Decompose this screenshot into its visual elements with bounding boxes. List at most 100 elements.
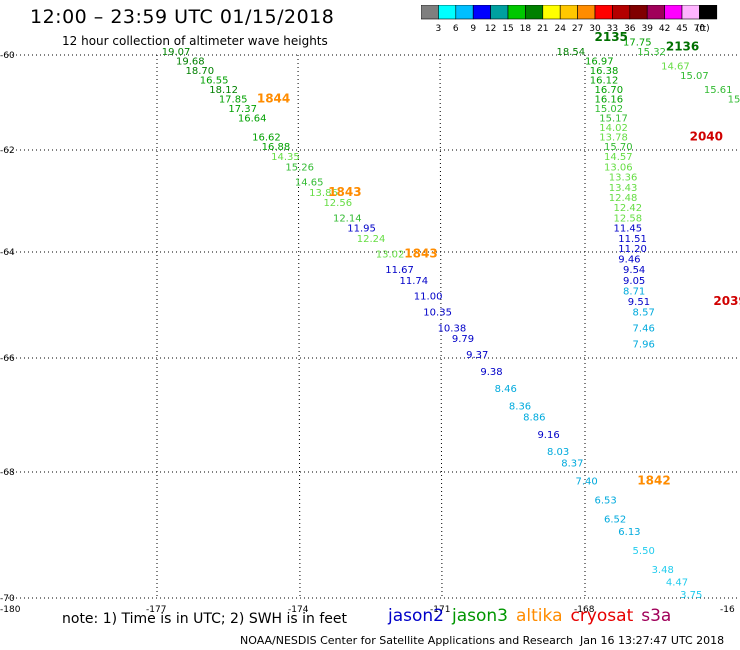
wave-height-point: 9.54: [623, 265, 645, 276]
wave-height-point: 7.96: [633, 339, 655, 350]
wave-height-point: 10.35: [423, 308, 452, 319]
wave-height-point: 13.02: [376, 249, 405, 260]
latitude-tick-label: -70: [0, 594, 15, 604]
wave-height-point: 14.35: [271, 152, 300, 163]
wave-height-point: 8.36: [509, 401, 531, 412]
wave-height-point: 11.20: [618, 244, 647, 255]
wave-height-point: 15.61: [704, 85, 733, 96]
colorbar-unit: (ft): [696, 24, 710, 34]
wave-height-point: 11.95: [347, 224, 376, 235]
pass-time-label: 2136: [666, 39, 699, 53]
wave-height-point: 13.78: [599, 133, 628, 144]
longitude-tick-label: -180: [0, 605, 21, 612]
pass-time-label: 1844: [257, 92, 290, 106]
footer-source: NOAA/NESDIS Center for Satellite Applica…: [240, 634, 574, 647]
wave-height-point: 16.62: [252, 133, 281, 144]
legend-entry-s3a: s3a: [641, 606, 672, 626]
wave-height-point: 3.48: [652, 565, 674, 576]
wave-height-point: 12.24: [357, 234, 386, 245]
wave-height-point: 12.56: [323, 198, 352, 209]
longitude-tick-label: -177: [146, 605, 166, 612]
wave-height-point: 6.13: [618, 527, 640, 538]
wave-height-point: 9.38: [480, 367, 502, 378]
colorbar-tick-label: 45: [676, 24, 687, 34]
pass-time-label: 1842: [637, 474, 670, 488]
wave-height-point: 13.06: [604, 162, 633, 173]
legend-entry-altika: altika: [516, 606, 563, 626]
satellite-legend: jason2 jason3 altika cryosat s3a: [388, 606, 679, 626]
colorbar-tick-label: 18: [520, 24, 532, 34]
wave-height-point: 12.14: [333, 213, 362, 224]
colorbar-tick-label: 6: [453, 24, 459, 34]
wave-height-point: 5.50: [633, 546, 655, 557]
wave-height-point: 8.71: [623, 286, 645, 297]
colorbar-tick-label: 70: [694, 24, 706, 34]
colorbar-tick-label: 15: [502, 24, 513, 34]
wave-height-point: 8.57: [633, 308, 655, 319]
legend-entry-jason2: jason2: [388, 606, 444, 626]
wave-height-point: 17.75: [623, 38, 652, 49]
wave-height-point: 11.74: [400, 276, 429, 287]
longitude-tick-label: -168: [574, 605, 595, 612]
map-grid: [8, 54, 740, 599]
wave-height-point: 15.17: [599, 114, 628, 125]
colorbar-tick-label: 39: [641, 24, 653, 34]
wave-height-point: 10.38: [438, 324, 467, 335]
wave-height-point: 8.37: [561, 458, 583, 469]
wave-height-point: 16.70: [595, 85, 624, 96]
wave-height-point: 13.86: [309, 188, 338, 199]
colorbar-tick-label: 36: [624, 24, 636, 34]
wave-height-point: 18.54: [556, 47, 585, 58]
pass-time-label: 1843: [404, 246, 437, 260]
wave-height-point: 14.67: [661, 61, 690, 72]
longitude-tick-label: -16: [720, 605, 735, 612]
latitude-tick-label: -64: [0, 248, 15, 258]
colorbar-tick-label: 33: [607, 24, 618, 34]
legend-entry-jason3: jason3: [452, 606, 508, 626]
wave-height-point: 12.58: [614, 213, 643, 224]
wave-height-map: -60-62-64-66-68-70 -180 -177 -174 -171 -168-…: [0, 30, 740, 612]
pass-time-label: 1843: [328, 185, 361, 199]
footnote: note: 1) Time is in UTC; 2) SWH is in fe…: [62, 611, 348, 627]
longitude-gridline: [297, 54, 301, 599]
page-subtitle: 12 hour collection of altimeter wave hei…: [62, 34, 328, 48]
wave-height-point: 7.46: [633, 324, 655, 335]
wave-height-point: 12.48: [609, 193, 638, 204]
wave-height-point: 9.37: [466, 350, 488, 361]
wave-height-point: 16.16: [595, 95, 624, 106]
wave-height-point: 17.85: [219, 95, 248, 106]
pass-time-label: 2039: [713, 294, 740, 308]
wave-height-point: 9.05: [623, 276, 645, 287]
wave-height-point: 15.32: [637, 47, 666, 58]
wave-height-point: 16.38: [590, 66, 619, 77]
wave-height-point: 16.55: [200, 76, 229, 87]
wave-height-point: 16.88: [262, 142, 291, 153]
wave-height-values: 19.0719.6818.7016.5518.1217.8517.3716.64…: [162, 38, 740, 601]
wave-height-point: 11.45: [614, 224, 643, 235]
wave-height-point: 8.46: [495, 384, 517, 395]
wave-height-point: 15.07: [680, 71, 709, 82]
colorbar-tick-label: 30: [589, 24, 601, 34]
wave-height-point: 12.42: [614, 203, 643, 214]
pass-time-labels: 1844184318431842184121352136204020392038: [257, 30, 740, 488]
colorbar: 3 6 9 12 15 18 21 24 27 30 33 36 39 42 45 70(ft): [421, 5, 718, 34]
wave-height-point: 11.67: [385, 265, 414, 276]
wave-height-point: 16.97: [585, 57, 614, 68]
wave-height-point: 11.51: [618, 234, 647, 245]
longitude-tick-label: -174: [288, 605, 309, 612]
latitude-labels: -60 -62 -64 -66 -68 -70: [0, 51, 15, 604]
colorbar-tick-label: 9: [470, 24, 476, 34]
wave-height-point: 8.03: [547, 447, 569, 458]
wave-height-point: 14.65: [295, 178, 324, 189]
latitude-tick-label: -62: [0, 146, 15, 156]
wave-height-point: 9.51: [628, 297, 650, 308]
colorbar-tick-label: 24: [554, 24, 566, 34]
wave-height-point: 13.43: [609, 183, 638, 194]
wave-height-point: 9.79: [452, 334, 474, 345]
wave-height-point: 16.64: [238, 114, 267, 125]
wave-height-point: 7.40: [575, 477, 597, 488]
colorbar-tick-label: 27: [572, 24, 583, 34]
wave-height-point: 15.70: [604, 142, 633, 153]
wave-height-point: 14.57: [604, 152, 633, 163]
wave-height-point: 14.02: [599, 123, 628, 134]
